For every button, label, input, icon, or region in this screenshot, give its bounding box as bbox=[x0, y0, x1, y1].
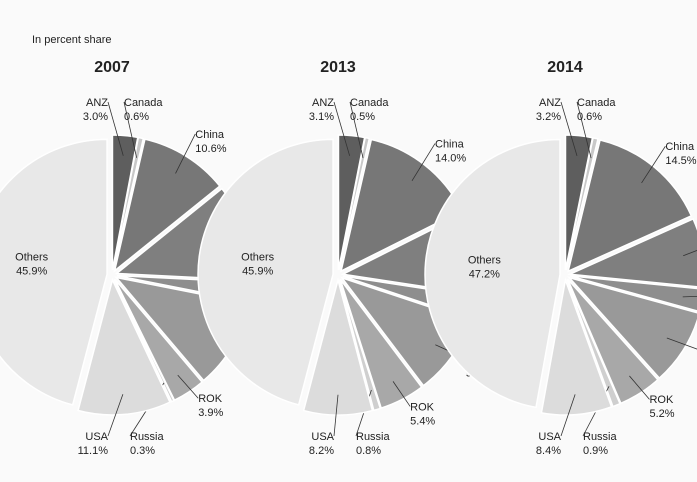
slice-label: Canada bbox=[350, 97, 389, 109]
value-label: 45.9% bbox=[242, 266, 273, 278]
value-label: 3.0% bbox=[83, 111, 108, 123]
value-label: 3.1% bbox=[309, 111, 334, 123]
slice-label: China bbox=[195, 129, 225, 141]
value-label: 3.9% bbox=[198, 407, 223, 419]
value-label: 0.3% bbox=[130, 445, 155, 457]
slice-label: Canada bbox=[124, 97, 163, 109]
slice-label: ROK bbox=[410, 401, 435, 413]
value-label: 3.2% bbox=[536, 111, 561, 123]
value-label: 47.2% bbox=[469, 269, 500, 281]
value-label: 5.2% bbox=[649, 408, 674, 420]
value-label: 0.5% bbox=[350, 111, 375, 123]
value-label: 10.6% bbox=[195, 143, 226, 155]
slice-label: ROK bbox=[649, 394, 674, 406]
slice-label: Russia bbox=[583, 431, 618, 443]
chart: In percent share 2007 ANZ 3.0% Canada 0.6% Ch… bbox=[0, 0, 697, 482]
slice-label: USA bbox=[538, 431, 561, 443]
slice-label: Others bbox=[241, 252, 275, 264]
value-label: 0.9% bbox=[583, 445, 608, 457]
slice-label: China bbox=[665, 141, 695, 153]
chart-title: 2007 bbox=[94, 59, 130, 76]
slice-label: USA bbox=[311, 431, 334, 443]
slice-label: ANZ bbox=[86, 97, 108, 109]
value-label: 8.4% bbox=[536, 445, 561, 457]
slice-label: Canada bbox=[577, 97, 616, 109]
chart-title: 2013 bbox=[320, 59, 356, 76]
slice-label: ANZ bbox=[539, 97, 561, 109]
value-label: 45.9% bbox=[16, 266, 47, 278]
slice-label: USA bbox=[85, 431, 108, 443]
slice-label: Others bbox=[15, 252, 49, 264]
subtitle: In percent share bbox=[32, 34, 112, 46]
value-label: 0.6% bbox=[124, 111, 149, 123]
slice-label: ROK bbox=[198, 393, 223, 405]
slice-label: Others bbox=[468, 255, 502, 267]
value-label: 11.1% bbox=[78, 445, 109, 457]
slice-label: Russia bbox=[130, 431, 165, 443]
value-label: 14.0% bbox=[435, 152, 466, 164]
slice-label: ANZ bbox=[312, 97, 334, 109]
value-label: 0.8% bbox=[356, 445, 381, 457]
slice-label: China bbox=[435, 138, 465, 150]
value-label: 14.5% bbox=[665, 155, 696, 167]
chart-title: 2014 bbox=[547, 59, 583, 76]
value-label: 8.2% bbox=[309, 445, 334, 457]
value-label: 0.6% bbox=[577, 111, 602, 123]
value-label: 5.4% bbox=[410, 415, 435, 427]
slice-label: Russia bbox=[356, 431, 391, 443]
